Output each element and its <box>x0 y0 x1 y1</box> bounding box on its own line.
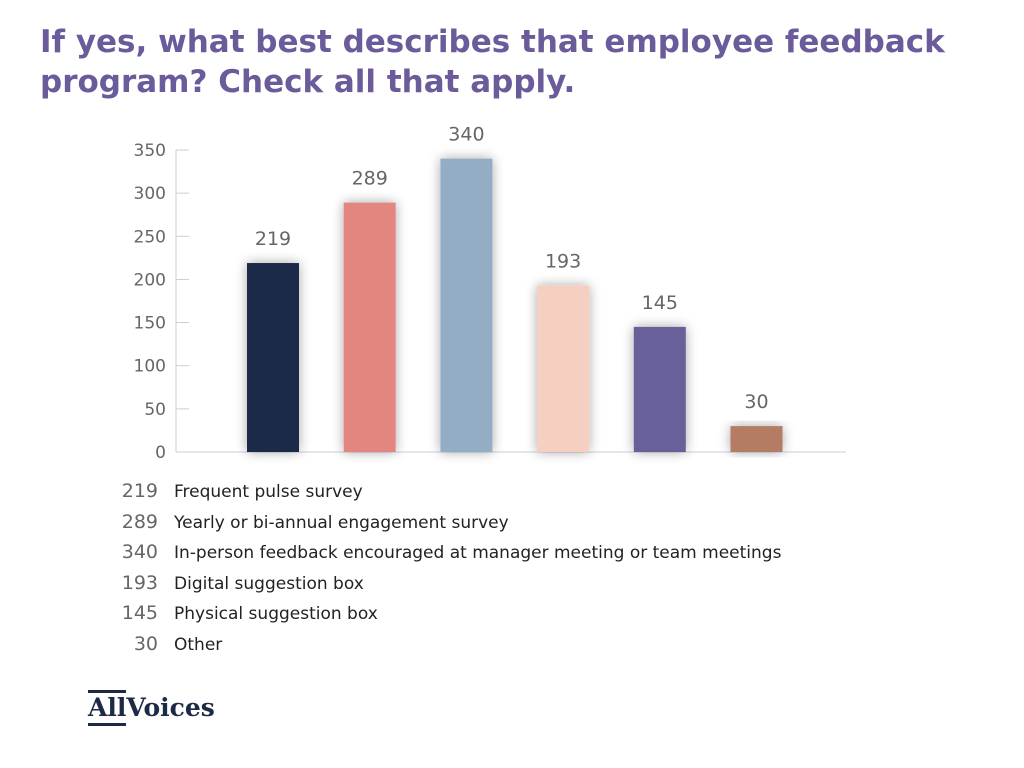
legend-value: 30 <box>133 632 158 655</box>
bar-6 <box>730 426 783 452</box>
legend-value: 193 <box>121 571 158 594</box>
legend-label: Physical suggestion box <box>174 604 378 624</box>
legend-value: 289 <box>121 510 158 533</box>
y-tick-label: 300 <box>134 184 166 204</box>
y-tick-label: 200 <box>134 270 166 290</box>
data-label: 289 <box>352 168 388 190</box>
legend-value: 145 <box>121 602 158 624</box>
data-label: 30 <box>744 391 768 413</box>
data-label: 219 <box>255 228 291 250</box>
bar-2 <box>343 202 396 452</box>
bar-4 <box>537 285 590 452</box>
y-tick-label: 350 <box>134 141 166 161</box>
y-tick-label: 150 <box>134 314 166 334</box>
bar-1 <box>247 263 299 452</box>
legend-label: Digital suggestion box <box>174 573 364 594</box>
legend-label: In-person feedback encouraged at manager… <box>174 543 782 563</box>
chart-title: If yes, what best describes that employe… <box>40 24 945 100</box>
legend-value: 219 <box>121 480 158 502</box>
bar-chart: 0 50 100 150 200 250 300 350 219 289 340 193 145 30 <box>134 124 846 463</box>
y-tick-label: 50 <box>144 400 166 420</box>
bar-5 <box>633 326 686 452</box>
data-label: 193 <box>545 250 581 272</box>
y-tick-label: 0 <box>155 443 166 463</box>
data-label: 340 <box>448 124 484 146</box>
y-tick-label: 100 <box>134 357 166 377</box>
bar-3 <box>440 158 493 452</box>
legend-label: Frequent pulse survey <box>174 482 363 502</box>
y-tick-label: 250 <box>134 227 166 247</box>
legend-value: 340 <box>121 541 158 563</box>
legend-label: Yearly or bi-annual engagement survey <box>174 512 509 533</box>
legend-label: Other <box>174 634 223 655</box>
data-label: 145 <box>642 292 678 314</box>
